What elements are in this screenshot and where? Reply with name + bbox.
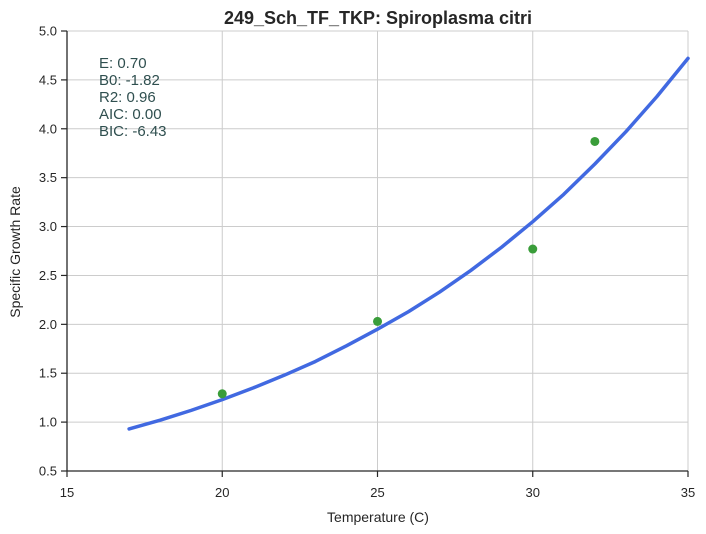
annotation-b0: B0: -1.82	[99, 72, 160, 89]
y-tick-label: 4.5	[39, 72, 57, 87]
x-tick-label: 25	[370, 485, 384, 500]
x-axis-label: Temperature (C)	[327, 509, 429, 525]
annotation-r2: R2: 0.96	[99, 89, 156, 106]
y-axis-label: Specific Growth Rate	[7, 186, 23, 318]
stats-annotation: E: 0.70 B0: -1.82 R2: 0.96 AIC: 0.00 BIC…	[99, 55, 167, 140]
y-tick-label: 2.5	[39, 268, 57, 283]
y-tick-label: 3.0	[39, 219, 57, 234]
y-tick-label: 1.5	[39, 366, 57, 381]
x-tick-label: 35	[681, 485, 695, 500]
y-ticks: 0.5 1.0 1.5 2.0 2.5 3.0 3.5 4.0 4.5 5.0	[39, 24, 67, 479]
y-tick-label: 1.0	[39, 415, 57, 430]
series-layer	[127, 56, 690, 431]
y-tick-label: 5.0	[39, 24, 57, 39]
y-tick-label: 3.5	[39, 170, 57, 185]
x-tick-label: 15	[60, 485, 74, 500]
x-tick-label: 30	[526, 485, 540, 500]
annotation-e: E: 0.70	[99, 55, 147, 72]
data-point	[590, 136, 600, 146]
grid	[67, 30, 689, 471]
data-point	[528, 244, 538, 254]
x-ticks: 15 20 25 30 35	[60, 471, 695, 500]
chart-title: 249_Sch_TF_TKP: Spiroplasma citri	[224, 8, 532, 28]
x-tick-label: 20	[215, 485, 229, 500]
y-tick-label: 0.5	[39, 464, 57, 479]
annotation-bic: BIC: -6.43	[99, 123, 167, 140]
data-point	[217, 389, 227, 399]
annotation-aic: AIC: 0.00	[99, 106, 162, 123]
y-tick-label: 4.0	[39, 121, 57, 136]
fit-curve-line	[127, 56, 690, 431]
y-tick-label: 2.0	[39, 317, 57, 332]
data-point	[373, 316, 382, 326]
